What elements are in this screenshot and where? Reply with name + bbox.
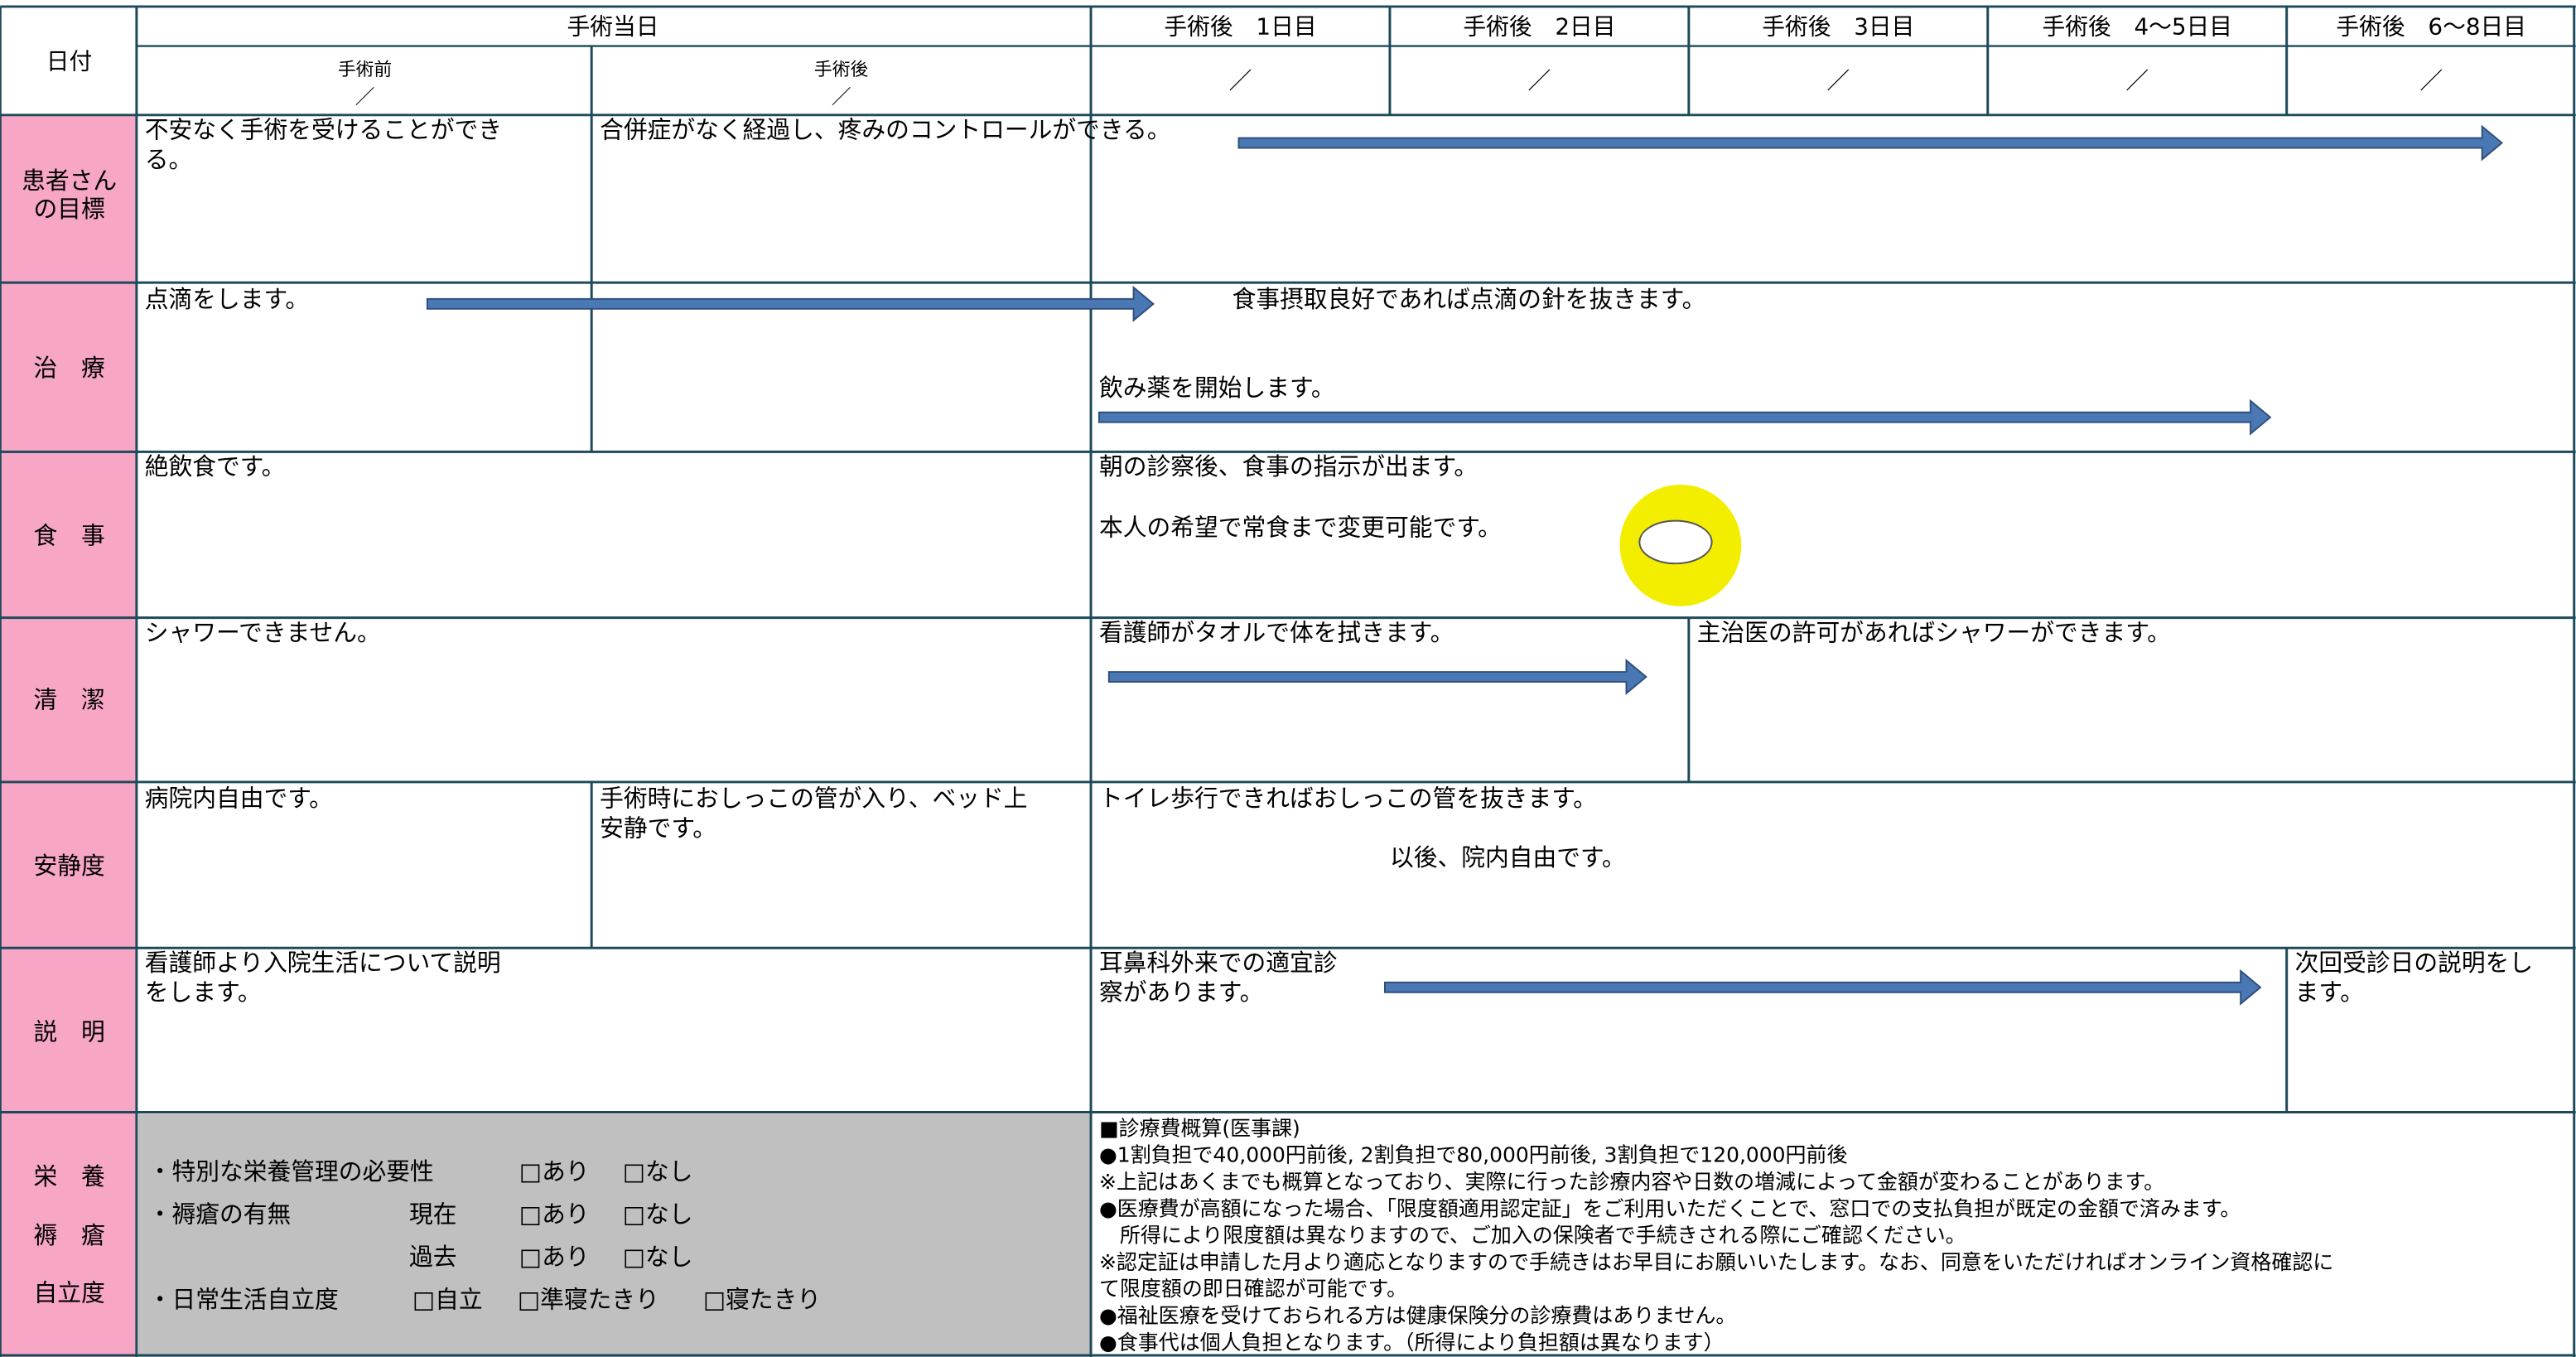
- text: 日付: [46, 47, 93, 75]
- text: シャワーできません。: [145, 618, 381, 646]
- text: トイレ歩行できればおしっこの管を抜きます。: [1099, 785, 1597, 813]
- text: 察があります。: [1099, 978, 1263, 1007]
- text: 手術後 1日目: [1164, 13, 1316, 41]
- text: 病院内自由です。: [145, 785, 333, 813]
- text: ／: [832, 85, 851, 109]
- text: 手術当日: [567, 13, 658, 41]
- text: □なし: [623, 1200, 693, 1228]
- text: 褥 瘡: [33, 1221, 104, 1249]
- text: 食事摂取良好であれば点滴の針を抜きます。: [1233, 285, 1706, 313]
- text: ます。: [2295, 978, 2364, 1007]
- text: 治 療: [33, 354, 104, 382]
- grid: [0, 5, 2576, 1357]
- text: 本人の希望で常食まで変更可能です。: [1099, 513, 1502, 541]
- text: 説 明: [33, 1017, 104, 1046]
- text: ・特別な栄養管理の必要性: [148, 1157, 434, 1186]
- text: 主治医の許可があればシャワーができます。: [1697, 618, 2171, 646]
- meal-bowl: [1638, 519, 1713, 565]
- text: 安静です。: [600, 814, 716, 842]
- text: 食 事: [33, 521, 104, 549]
- text: ●福祉医療を受けておられる方は健康保険分の診療費はありません。: [1099, 1304, 1736, 1328]
- text: 所得により限度額は異なりますので、ご加入の保険者で手続きされる際にご確認ください…: [1099, 1224, 1966, 1248]
- text: 看護師より入院生活について説明: [145, 949, 501, 977]
- text: ／: [1826, 67, 1850, 94]
- text: 手術後 2日目: [1463, 13, 1615, 41]
- text: □あり: [519, 1243, 590, 1271]
- text: る。: [145, 145, 193, 173]
- text: 朝の診察後、食事の指示が出ます。: [1099, 452, 1478, 481]
- arrow: [1107, 659, 1647, 695]
- text: ／: [355, 85, 375, 109]
- text: 次回受診日の説明をし: [2295, 949, 2534, 977]
- text: 以後、院内自由です。: [1390, 843, 1626, 872]
- text: ・日常生活自立度: [148, 1286, 339, 1314]
- text: をします。: [145, 978, 262, 1007]
- text: 絶飲食です。: [145, 452, 286, 481]
- text: □準寝たきり: [518, 1286, 659, 1314]
- text: 栄 養: [33, 1162, 104, 1190]
- text: ■診療費概算(医事課): [1099, 1116, 1300, 1140]
- text: 自立度: [33, 1279, 104, 1307]
- text: □あり: [519, 1200, 590, 1228]
- text: □寝たきり: [703, 1286, 821, 1314]
- arrows: [426, 124, 2504, 1006]
- text: ※認定証は申請した月より適応となりますので手続きはお早目にお願いいたします。なお…: [1099, 1250, 2333, 1274]
- text: 耳鼻科外来での適宜診: [1099, 949, 1338, 977]
- arrow: [1237, 124, 2504, 162]
- text: 手術時におしっこの管が入り、ベッド上: [600, 785, 1027, 813]
- text: 合併症がなく経過し、疼みのコントロールができる。: [600, 116, 1170, 144]
- text: 清 潔: [33, 686, 104, 714]
- text: ／: [2419, 67, 2443, 94]
- text: 看護師がタオルで体を拭きます。: [1099, 618, 1454, 646]
- text: □なし: [623, 1157, 693, 1186]
- text: 患者さん: [22, 167, 117, 195]
- text: 不安なく手術を受けることができ: [145, 116, 502, 144]
- text: 手術後 3日目: [1762, 13, 1914, 41]
- text: ※上記はあくまでも概算となっており、実際に行った診療内容や日数の増減によって金額…: [1099, 1170, 2164, 1194]
- text: 点滴をします。: [145, 285, 309, 313]
- text: の目標: [33, 195, 104, 223]
- text: 飲み薬を開始します。: [1099, 374, 1335, 402]
- text: ●1割負担で40,000円前後, 2割負担で80,000円前後, 3割負担で12…: [1099, 1143, 1848, 1167]
- text: ／: [1528, 67, 1551, 94]
- texts: 日付 手術当日 手術後 1日目 ／ 手術後 2日目 ／ 手術後 3日目 ／ 手術後 4〜5日目 ／…: [22, 13, 2533, 1355]
- text: □なし: [623, 1243, 693, 1271]
- text: ●医療費が高額になった場合、「限度額適用認定証」をご利用いただくことで、窓口での…: [1099, 1196, 2241, 1220]
- text: ／: [1229, 67, 1252, 94]
- text: 過去: [409, 1243, 456, 1271]
- text: 手術前: [338, 60, 392, 80]
- text: 現在: [409, 1200, 456, 1228]
- arrow: [1384, 968, 2262, 1006]
- assessment-box: [137, 1113, 1092, 1357]
- text: 手術後 6〜8日目: [2336, 13, 2526, 41]
- text: 手術後 4〜5日目: [2042, 13, 2232, 41]
- text: ・褥瘡の有無: [148, 1200, 292, 1228]
- text: □あり: [519, 1157, 590, 1186]
- text: ●食事代は個人負担となります。（所得により負担額は異なります）: [1099, 1330, 1725, 1355]
- arrow: [1097, 398, 2272, 436]
- text: 安静度: [33, 852, 104, 880]
- text: ／: [2125, 67, 2149, 94]
- text: □自立: [412, 1286, 483, 1314]
- arrow: [426, 285, 1155, 322]
- label-column: [0, 114, 137, 1357]
- text: 手術後: [814, 60, 869, 80]
- text: て限度額の即日確認が可能です。: [1099, 1277, 1407, 1301]
